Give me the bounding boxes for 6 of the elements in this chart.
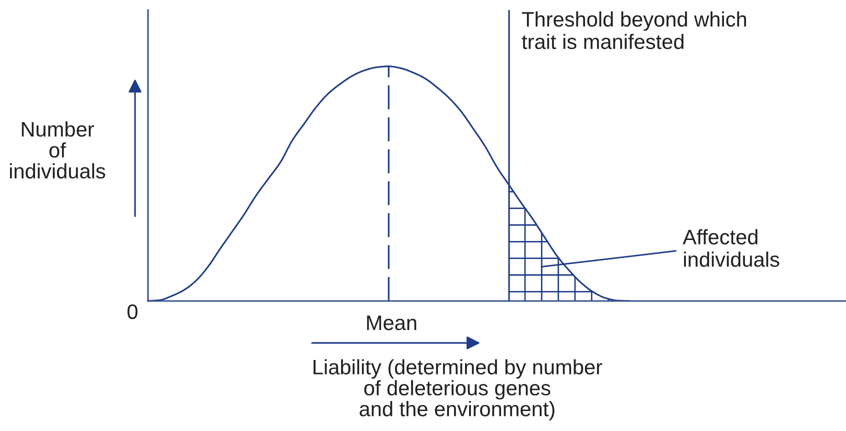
text: Mean (367, 316, 416, 330)
x-axis-title: Liability (determined by number of deleterious genes and the environment) (314, 359, 602, 420)
y-axis-title: Number of individuals (10, 121, 106, 179)
text: Affected individuals (682, 229, 780, 267)
text: Threshold beyond which trait is manifested (522, 11, 746, 50)
text: 0 (128, 304, 138, 320)
